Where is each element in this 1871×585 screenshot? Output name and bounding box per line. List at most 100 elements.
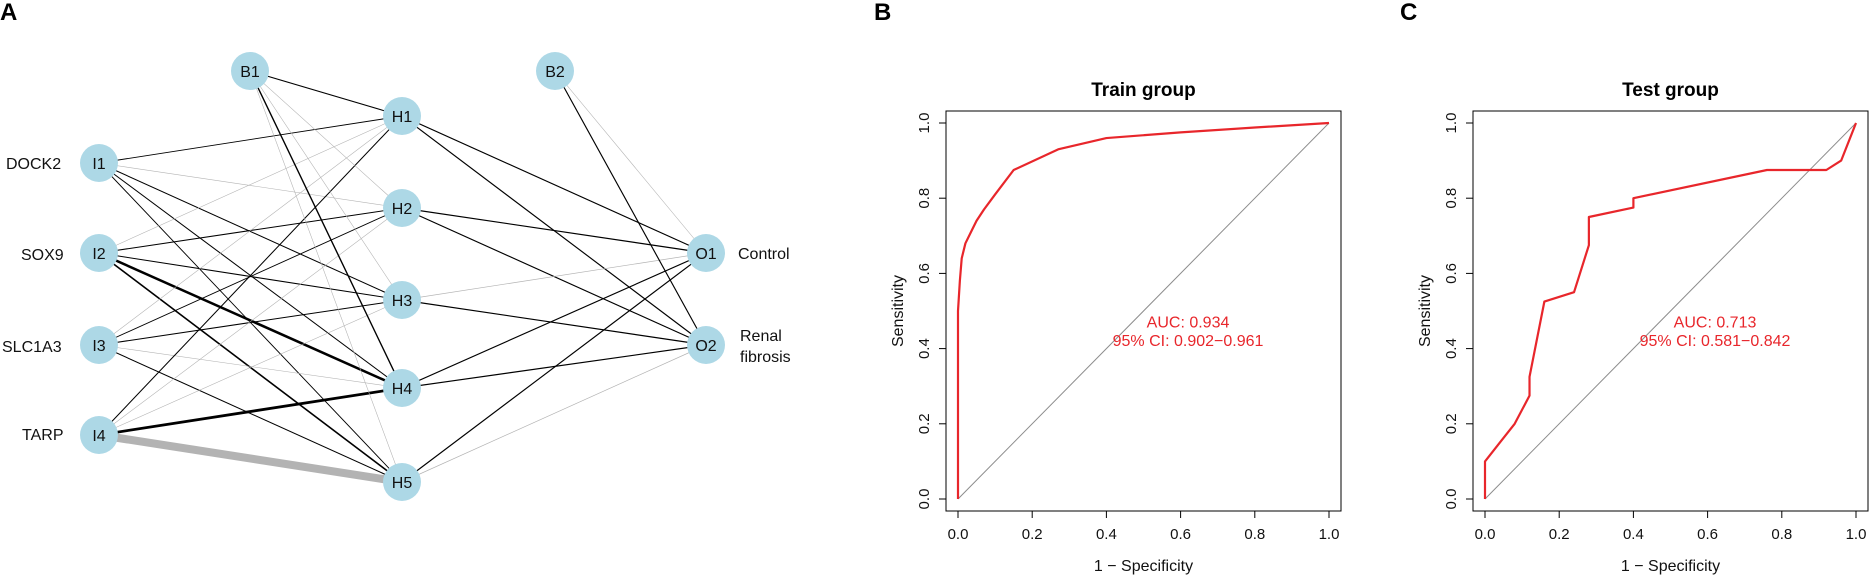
node-label-h2: H2 (392, 201, 413, 218)
node-o2: O2 (687, 326, 725, 364)
test-roc-curve (1483, 122, 1858, 499)
test-diagonal-reference (1484, 122, 1857, 500)
node-i2: I2 (80, 234, 118, 272)
network-edges (98, 70, 707, 486)
train-x-tick-label: 0.8 (1244, 526, 1265, 543)
edge-i4-h4 (98, 386, 403, 437)
node-circle-h4 (383, 369, 421, 407)
test-x-tick-label: 0.4 (1623, 526, 1644, 543)
edge-h3-o1 (401, 252, 707, 301)
train-x-tick-label: 0.4 (1096, 526, 1117, 543)
edge-i4-h3 (98, 299, 403, 436)
edge-b1-h3 (249, 70, 403, 301)
train-ci-label: 95% CI: 0.902−0.961 (1113, 333, 1264, 350)
node-circle-i2 (80, 234, 118, 272)
test-x-tick-label: 0.6 (1697, 526, 1718, 543)
test-chart-title: Test group (1622, 80, 1719, 101)
edge-h2-o1 (401, 207, 707, 254)
train-roc-curve (956, 121, 1330, 499)
node-label-b1: B1 (240, 64, 260, 81)
input-label-tarp: TARP (22, 427, 63, 444)
input-feature-labels: DOCK2 SOX9 SLC1A3 TARP (2, 156, 64, 444)
edge-h5-o2 (401, 344, 707, 483)
node-circle-h2 (383, 189, 421, 227)
test-y-tick-label: 0.0 (1443, 489, 1460, 510)
test-auc-label: AUC: 0.713 (1674, 314, 1757, 331)
node-h4: H4 (383, 369, 421, 407)
train-auc-label: AUC: 0.934 (1147, 314, 1230, 331)
output-label-renal-fibrosis-line1: Renal (740, 328, 782, 345)
node-label-h4: H4 (392, 381, 413, 398)
edge-b2-o1 (554, 70, 707, 254)
node-label-i2: I2 (92, 246, 105, 263)
node-b2: B2 (536, 52, 574, 90)
test-x-tick-label: 0.2 (1549, 526, 1570, 543)
node-h1: H1 (383, 97, 421, 135)
panel-b-train-roc: B Train group 0.0 0.2 0.4 0.6 0.8 1.0 0.0 0.2 0.4… (874, 0, 1342, 575)
output-label-control: Control (738, 246, 790, 263)
edge-b1-h5 (249, 70, 403, 483)
edge-i3-h2 (98, 207, 403, 346)
node-circle-h1 (383, 97, 421, 135)
edge-b1-h1 (249, 70, 403, 117)
train-y-tick-label: 0.0 (916, 489, 933, 510)
node-h5: H5 (383, 463, 421, 501)
edge-i1-h3 (98, 162, 403, 301)
test-y-axis-label: Sensitivity (1417, 275, 1434, 347)
output-label-renal-fibrosis-line2: fibrosis (740, 349, 791, 366)
train-x-tick-label: 0.6 (1170, 526, 1191, 543)
node-label-h5: H5 (392, 475, 413, 492)
test-y-tick-label: 0.8 (1443, 188, 1460, 209)
edge-b1-h4 (249, 70, 403, 389)
node-label-o1: O1 (695, 246, 716, 263)
edge-i3-h1 (98, 115, 403, 346)
edge-i2-h1 (98, 115, 403, 254)
node-circle-h5 (383, 463, 421, 501)
node-i1: I1 (80, 144, 118, 182)
test-y-tick-label: 0.2 (1443, 413, 1460, 434)
edge-i3-h5 (98, 344, 403, 483)
node-label-b2: B2 (545, 64, 565, 81)
output-class-labels: Control Renal fibrosis (738, 246, 791, 366)
panel-letter-b: B (874, 0, 891, 26)
edge-b2-o2 (554, 70, 707, 346)
edge-i2-h4 (98, 251, 403, 390)
edge-i1-h1 (98, 115, 403, 164)
node-h2: H2 (383, 189, 421, 227)
test-x-tick-label: 1.0 (1846, 526, 1867, 543)
input-label-dock2: DOCK2 (6, 156, 61, 173)
node-o1: O1 (687, 234, 725, 272)
edge-h3-o2 (401, 299, 707, 346)
train-y-tick-label: 0.6 (916, 263, 933, 284)
test-x-tick-label: 0.8 (1771, 526, 1792, 543)
input-label-sox9: SOX9 (21, 247, 64, 264)
node-h3: H3 (383, 281, 421, 319)
edge-i4-h1 (98, 115, 403, 436)
output-label-renal-fibrosis: Renal fibrosis (740, 328, 791, 366)
node-circle-b1 (231, 52, 269, 90)
edge-h4-o1 (401, 252, 707, 389)
edge-i4-h2 (98, 207, 403, 436)
node-label-o2: O2 (695, 338, 716, 355)
edge-h1-o1 (401, 115, 707, 254)
train-x-tick-label: 0.0 (948, 526, 969, 543)
node-label-i4: I4 (92, 428, 105, 445)
edge-h5-o1 (401, 252, 707, 483)
panel-letter-a: A (0, 0, 17, 26)
node-circle-i3 (80, 326, 118, 364)
network-nodes: I1 I2 I3 I4 H1 H2 H3 H4 H5 O1 O2 B1 B2 (80, 52, 725, 501)
train-y-tick-label: 1.0 (916, 113, 933, 134)
test-y-tick-label: 0.6 (1443, 263, 1460, 284)
train-y-axis-label: Sensitivity (890, 275, 907, 347)
edge-i4-h5 (98, 431, 403, 486)
node-b1: B1 (231, 52, 269, 90)
node-label-h3: H3 (392, 293, 413, 310)
train-y-tick-label: 0.4 (916, 338, 933, 359)
panel-a-neural-network: A I1 I2 I3 I4 H1 H2 H3 H4 H5 O1 O2 B1 B2 DOCK2 SOX9 … (0, 0, 791, 501)
edge-h4-o2 (401, 344, 707, 389)
test-y-tick-label: 0.4 (1443, 338, 1460, 359)
edge-i1-h2 (98, 162, 403, 209)
node-label-i3: I3 (92, 338, 105, 355)
edge-i3-h3 (98, 299, 403, 346)
test-x-axis-label: 1 − Specificity (1621, 558, 1720, 575)
